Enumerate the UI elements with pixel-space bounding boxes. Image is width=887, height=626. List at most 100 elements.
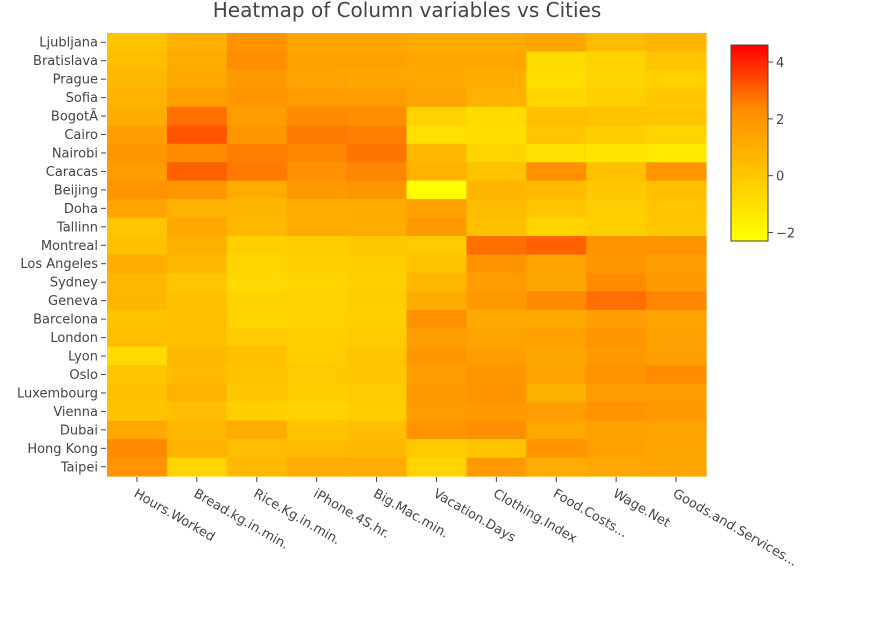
heatmap-cell bbox=[526, 383, 587, 403]
heatmap-cell bbox=[286, 420, 348, 440]
heatmap-cell bbox=[226, 125, 288, 145]
heatmap-cell bbox=[646, 439, 707, 459]
heatmap-cell bbox=[346, 272, 408, 293]
y-tick-label: Geneva bbox=[48, 294, 98, 309]
heatmap-cell bbox=[526, 88, 587, 108]
heatmap-cell bbox=[466, 88, 527, 108]
x-axis: Hours.WorkedBread.kg.in.min.Rice.Kg.in.m… bbox=[131, 477, 800, 570]
heatmap-cell bbox=[586, 346, 647, 366]
y-tick-label: Ljubljana bbox=[39, 36, 98, 51]
heatmap-cell bbox=[107, 162, 168, 182]
heatmap-cell bbox=[346, 69, 408, 89]
heatmap-cell bbox=[166, 309, 228, 329]
heatmap-cell bbox=[646, 254, 707, 274]
heatmap-cell bbox=[107, 143, 168, 163]
heatmap-cell bbox=[586, 328, 647, 348]
heatmap-cell bbox=[166, 88, 228, 108]
heatmap-cell bbox=[166, 162, 228, 182]
heatmap-cell bbox=[166, 328, 228, 348]
y-tick-label: Tallinn bbox=[56, 220, 98, 235]
heatmap-cell bbox=[526, 309, 587, 329]
heatmap-cell bbox=[466, 272, 527, 293]
heatmap-cell bbox=[286, 143, 348, 163]
heatmap-cell bbox=[466, 106, 527, 126]
heatmap-cell bbox=[526, 106, 587, 126]
heatmap-cell bbox=[466, 69, 527, 89]
heatmap-cell bbox=[346, 402, 408, 422]
heatmap-cell bbox=[346, 88, 408, 108]
heatmap-cell bbox=[466, 365, 527, 385]
heatmap-cell bbox=[346, 383, 408, 403]
heatmap-cell bbox=[286, 439, 348, 459]
heatmap-cell bbox=[107, 106, 168, 126]
heatmap-cell bbox=[406, 236, 467, 256]
heatmap-cell bbox=[346, 328, 408, 348]
heatmap-cell bbox=[526, 143, 587, 163]
heatmap-cell bbox=[526, 346, 587, 366]
y-tick-label: Doha bbox=[64, 202, 98, 217]
heatmap-cell bbox=[166, 33, 228, 53]
heatmap-cell bbox=[166, 402, 228, 422]
heatmap-cell bbox=[107, 33, 168, 53]
heatmap-cell bbox=[646, 346, 707, 366]
heatmap-cell bbox=[646, 199, 707, 219]
heatmap-cell bbox=[107, 383, 168, 403]
heatmap-cell bbox=[586, 125, 647, 145]
heatmap-cell bbox=[586, 291, 647, 311]
heatmap-cell bbox=[226, 346, 288, 366]
heatmap-cell bbox=[346, 106, 408, 126]
heatmap-cell bbox=[226, 69, 288, 89]
heatmap-cell bbox=[526, 420, 587, 440]
heatmap-cell bbox=[466, 439, 527, 459]
heatmap-cell bbox=[406, 272, 467, 293]
y-tick-label: Beijing bbox=[54, 183, 98, 198]
heatmap-cell bbox=[286, 33, 348, 53]
heatmap-cell bbox=[107, 125, 168, 145]
heatmap-cell bbox=[646, 33, 707, 53]
heatmap-cell bbox=[586, 143, 647, 163]
heatmap-cell bbox=[646, 162, 707, 182]
heatmap-cell bbox=[646, 365, 707, 385]
y-tick-label: Dubai bbox=[60, 423, 98, 438]
heatmap-cell bbox=[286, 125, 348, 145]
heatmap-cell bbox=[586, 420, 647, 440]
heatmap-cell bbox=[406, 51, 467, 71]
y-tick-label: Oslo bbox=[69, 368, 98, 383]
heatmap-cell bbox=[346, 254, 408, 274]
heatmap-cell bbox=[166, 106, 228, 126]
heatmap-cell bbox=[226, 365, 288, 385]
colorbar: 4 2 0 −2 bbox=[730, 44, 795, 242]
heatmap-cell bbox=[466, 125, 527, 145]
heatmap-cell bbox=[526, 457, 587, 477]
y-tick-label: Los Angeles bbox=[20, 257, 98, 272]
heatmap-cell bbox=[646, 217, 707, 237]
heatmap-cell bbox=[346, 291, 408, 311]
heatmap-cell bbox=[166, 199, 228, 219]
chart-title: Heatmap of Column variables vs Cities bbox=[213, 0, 602, 22]
colorbar-tick-label: −2 bbox=[776, 226, 795, 241]
heatmap-cell bbox=[646, 272, 707, 293]
heatmap-cell bbox=[226, 33, 288, 53]
y-tick-label: Bratislava bbox=[33, 54, 98, 69]
heatmap-cell bbox=[166, 457, 228, 477]
heatmap-cell bbox=[346, 365, 408, 385]
heatmap-cell bbox=[107, 180, 168, 200]
heatmap-cell bbox=[466, 346, 527, 366]
heatmap-cell bbox=[107, 217, 168, 237]
heatmap-cell bbox=[107, 272, 168, 293]
heatmap-cell bbox=[346, 457, 408, 477]
y-tick-label: Sydney bbox=[50, 276, 98, 291]
heatmap-cell bbox=[166, 236, 228, 256]
heatmap-cell bbox=[346, 346, 408, 366]
heatmap-cell bbox=[646, 383, 707, 403]
heatmap-cell bbox=[286, 217, 348, 237]
heatmap-cell bbox=[646, 291, 707, 311]
heatmap-cell bbox=[466, 217, 527, 237]
heatmap-cell bbox=[166, 217, 228, 237]
heatmap-cell bbox=[526, 69, 587, 89]
heatmap-cell bbox=[226, 439, 288, 459]
x-tick-label: Goods.and.Services... bbox=[670, 486, 800, 569]
heatmap-cell bbox=[226, 143, 288, 163]
heatmap-cell bbox=[286, 106, 348, 126]
